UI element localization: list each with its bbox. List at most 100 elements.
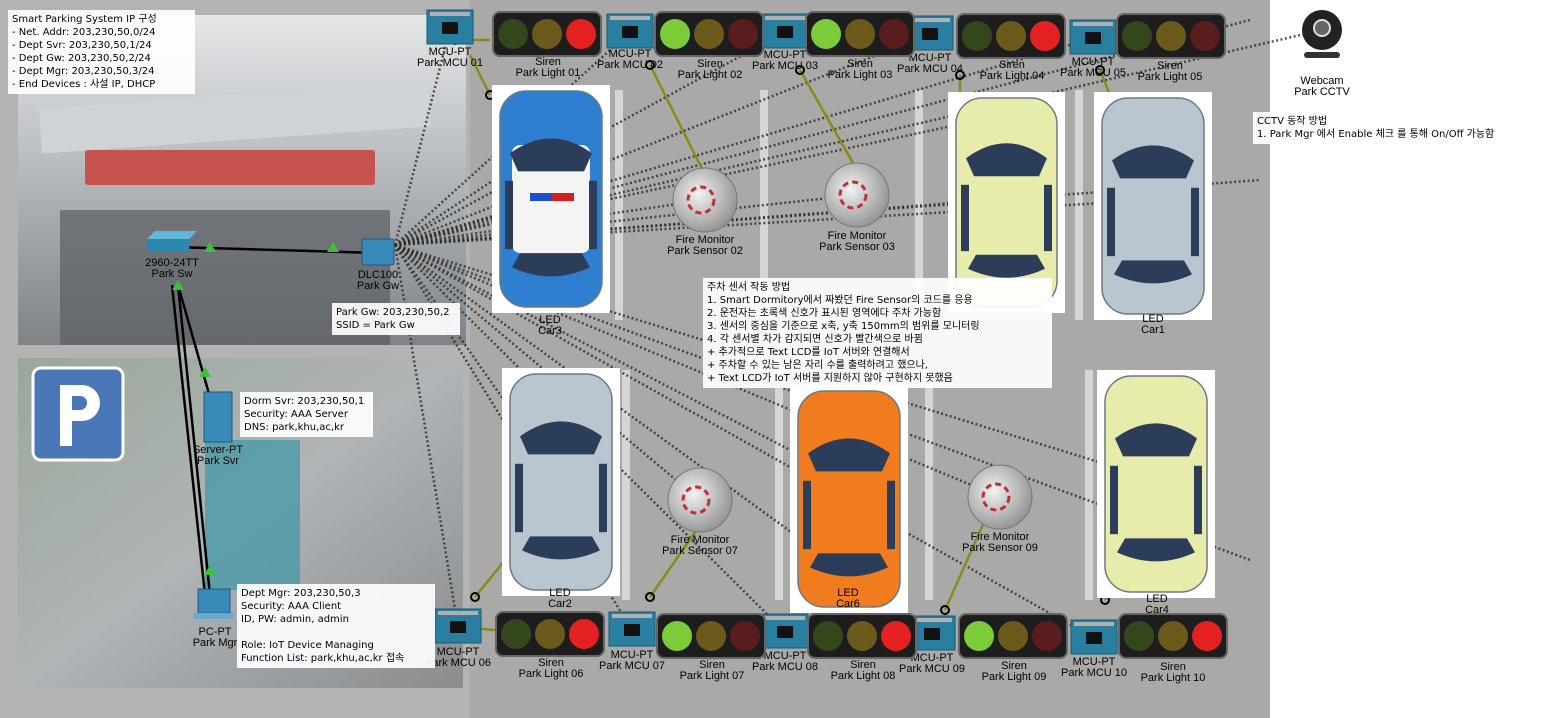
note-line: Function List: park,khu,ac,kr 접속 [241, 652, 404, 664]
note-box [237, 584, 435, 668]
mcu-pins [438, 611, 478, 615]
device-type: Siren [847, 58, 873, 70]
device-name: Park MCU 05 [1060, 67, 1126, 79]
lamp [730, 621, 760, 651]
note-line: Dept Mgr: 203,230,50,3 [241, 588, 361, 599]
device-type: MCU-PT [1073, 656, 1116, 668]
lamp [879, 19, 909, 49]
switch-front [147, 239, 189, 251]
device-name: Park Sensor 07 [662, 545, 738, 557]
sensor-body [967, 464, 1033, 530]
lamp [1158, 621, 1188, 651]
note-line: ID, PW: admin, admin [241, 614, 349, 625]
lamp [569, 619, 599, 649]
lamp [845, 19, 875, 49]
note-line: 3. 센서의 중심을 기준으로 x축, y축 150mm의 범위를 모니터링 [707, 319, 980, 332]
device-type: Siren [999, 59, 1025, 71]
mcu-chip [622, 26, 638, 38]
device-type: Siren [535, 56, 561, 68]
mcu-pins [910, 18, 950, 22]
device-name: Park Light 09 [982, 671, 1047, 683]
device-name: Park MCU 04 [897, 63, 963, 75]
note-box [240, 392, 373, 437]
device-type: LED [1146, 593, 1167, 605]
windshield [1112, 145, 1194, 179]
cam-lens [1313, 19, 1331, 37]
lamp [813, 621, 843, 651]
note-line: - Dept Gw: 203,230,50,2/24 [12, 53, 151, 64]
device-name: Park Gw [357, 280, 399, 292]
cars [492, 85, 1215, 613]
device-name: Car1 [1141, 324, 1165, 336]
lamp [964, 621, 994, 651]
mcu-pins [612, 614, 652, 618]
note-line: Role: IoT Device Managing [241, 640, 374, 651]
lamp [566, 19, 596, 49]
device-type: Siren [1157, 60, 1183, 72]
device-type: Siren [538, 657, 564, 669]
wireless-link [394, 243, 1095, 640]
sensor-body [824, 162, 890, 228]
note-line: + 주차할 수 있는 남은 자리 수를 출력하려고 했으나, [707, 358, 928, 371]
mcu-chip [1086, 632, 1102, 644]
device-type: LED [837, 587, 858, 599]
device-type: 2960-24TT [145, 257, 199, 269]
device-name: Car6 [836, 598, 860, 610]
device-name: Park Svr [197, 455, 240, 467]
mcu-chip [624, 624, 640, 636]
device-name: Park Light 06 [519, 668, 584, 680]
mcu-chip [777, 26, 793, 38]
note-box [332, 303, 460, 335]
lamp [1124, 621, 1154, 651]
link-end [1095, 65, 1105, 75]
device-name: Park MCU 07 [599, 660, 665, 672]
note: Park Gw: 203,230,50,2 SSID = Park Gw [332, 303, 460, 335]
device-type: LED [539, 314, 560, 326]
lamp [881, 621, 911, 651]
car [502, 368, 620, 596]
mcu-pins [430, 12, 470, 16]
note-line: CCTV 동작 방법 [1257, 115, 1327, 127]
iot-link [648, 524, 702, 598]
device-name: Park Sw [152, 268, 193, 280]
device-type: MCU-PT [611, 649, 654, 661]
device-name: Park Light 01 [516, 67, 581, 79]
device-name: Park Sensor 09 [962, 542, 1038, 554]
device-type: Server-PT [193, 444, 243, 456]
iot-link [468, 54, 492, 96]
device-type: MCU-PT [911, 652, 954, 664]
lamp [996, 21, 1026, 51]
wireless-link [394, 193, 858, 247]
sensor-core [681, 485, 711, 515]
device-type: Fire Monitor [671, 534, 730, 546]
note-line: Dorm Svr: 203,230,50,1 [244, 396, 364, 407]
device-name: Park MCU 06 [425, 657, 491, 669]
iot-link [798, 69, 859, 171]
link-light [204, 565, 216, 575]
device-type: DLC100 [358, 269, 398, 281]
sensor-body [667, 467, 733, 533]
windshield [520, 421, 602, 455]
mcu-pins [912, 618, 952, 622]
device-name: Park Light 04 [980, 70, 1045, 82]
side-window-l [1107, 187, 1115, 257]
windshield [808, 438, 890, 472]
note: 주차 센서 작동 방법1. Smart Dormitory에서 짜봤던 Fire… [703, 278, 1052, 388]
lamp [1122, 21, 1152, 51]
note-line: - Net. Addr: 203,230,50,0/24 [12, 27, 155, 38]
mcu-pins [1073, 22, 1113, 26]
lamp [696, 621, 726, 651]
lamp [532, 19, 562, 49]
note-box [703, 278, 1052, 388]
windshield [510, 138, 592, 172]
device-type: MCU-PT [437, 646, 480, 658]
